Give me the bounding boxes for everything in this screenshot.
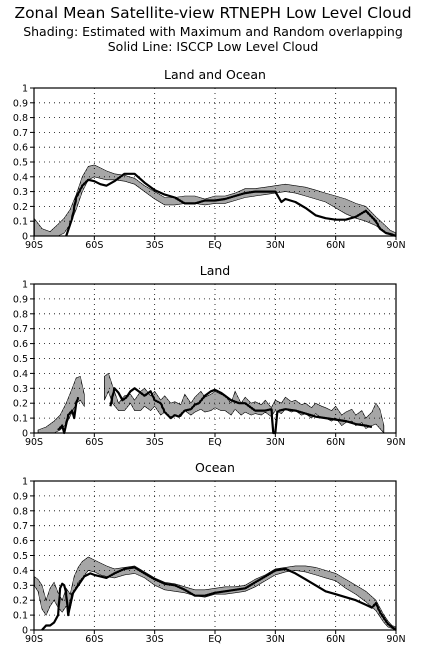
y-tick-label: 0.2	[13, 596, 28, 607]
isccp-solid-line	[57, 396, 80, 435]
x-tick-label: 90N	[386, 437, 405, 448]
shading-band	[37, 376, 85, 434]
x-tick-label: 30N	[266, 437, 285, 448]
chart-panel-2: Land 0 0.1 0.2 0.3 0.4 0.5 0.6 0.7 0.8 0.9 1 90S 60S 3…	[13, 263, 406, 448]
y-tick-label: 0.8	[13, 113, 28, 124]
y-tick-label: 0.2	[13, 399, 28, 410]
y-tick-label: 0.8	[13, 309, 28, 320]
y-tick-label: 0.4	[13, 566, 28, 577]
x-tick-label: 60S	[85, 634, 103, 645]
y-tick-label: 0.5	[13, 551, 28, 562]
x-tick-label: 90N	[386, 634, 405, 645]
y-tick-label: 0.3	[13, 187, 28, 198]
y-tick-label: 0.1	[13, 414, 28, 425]
y-tick-label: 0.9	[13, 294, 28, 305]
y-tick-label: 0.4	[13, 369, 28, 380]
x-tick-label: 30S	[146, 634, 164, 645]
y-tick-label: 0	[22, 232, 28, 243]
isccp-solid-line	[41, 566, 397, 631]
y-tick-label: 0.1	[13, 611, 28, 622]
y-tick-label: 0	[22, 429, 28, 440]
chart-title: Ocean	[195, 460, 235, 475]
y-tick-label: 0	[22, 626, 28, 637]
y-tick-label: 0.3	[13, 581, 28, 592]
x-tick-label: 60N	[326, 240, 345, 251]
x-tick-label: 30S	[146, 240, 164, 251]
y-tick-label: 1	[22, 84, 28, 95]
y-tick-label: 0.9	[13, 491, 28, 502]
y-tick-label: 0.3	[13, 384, 28, 395]
x-tick-label: 60S	[85, 240, 103, 251]
chart-title: Land	[200, 263, 230, 278]
x-tick-label: EQ	[208, 437, 221, 448]
x-tick-label: 60S	[85, 437, 103, 448]
chart-panel-3: Ocean 0 0.1 0.2 0.3 0.4 0.5 0.6 0.7 0.8 0.9 1 90S 60S…	[13, 460, 406, 645]
x-tick-label: 60N	[326, 634, 345, 645]
x-tick-label: 90S	[25, 240, 43, 251]
x-tick-label: 90S	[25, 634, 43, 645]
y-tick-label: 1	[22, 477, 28, 488]
x-tick-label: 30N	[266, 634, 285, 645]
figure-subtitle-solid-line: Solid Line: ISCCP Low Level Cloud	[107, 39, 319, 54]
figure-title: Zonal Mean Satellite-view RTNEPH Low Lev…	[14, 4, 412, 22]
y-tick-label: 0.6	[13, 143, 28, 154]
x-tick-label: 30N	[266, 240, 285, 251]
isccp-solid-line	[65, 172, 397, 238]
x-tick-label: EQ	[208, 634, 221, 645]
y-tick-label: 0.8	[13, 506, 28, 517]
figure-subtitle-shading: Shading: Estimated with Maximum and Rand…	[23, 24, 403, 39]
y-tick-label: 0.5	[13, 158, 28, 169]
x-tick-label: 30S	[146, 437, 164, 448]
x-tick-label: EQ	[208, 240, 221, 251]
x-tick-label: 60N	[326, 437, 345, 448]
y-tick-label: 0.2	[13, 202, 28, 213]
y-tick-label: 0.6	[13, 339, 28, 350]
y-tick-label: 0.7	[13, 521, 28, 532]
y-tick-label: 0.7	[13, 128, 28, 139]
y-tick-label: 0.5	[13, 354, 28, 365]
y-tick-label: 0.1	[13, 217, 28, 228]
chart-title: Land and Ocean	[164, 67, 266, 82]
chart-panel-1: Land and Ocean 0 0.1 0.2 0.3 0.4 0.5 0.6 0.7 0.8 0…	[13, 67, 406, 251]
y-tick-label: 0.6	[13, 536, 28, 547]
x-tick-label: 90S	[25, 437, 43, 448]
isccp-solid-line	[109, 387, 373, 435]
y-tick-label: 0.7	[13, 324, 28, 335]
y-tick-label: 0.4	[13, 172, 28, 183]
y-tick-label: 1	[22, 280, 28, 291]
x-tick-label: 90N	[386, 240, 405, 251]
y-tick-label: 0.9	[13, 98, 28, 109]
